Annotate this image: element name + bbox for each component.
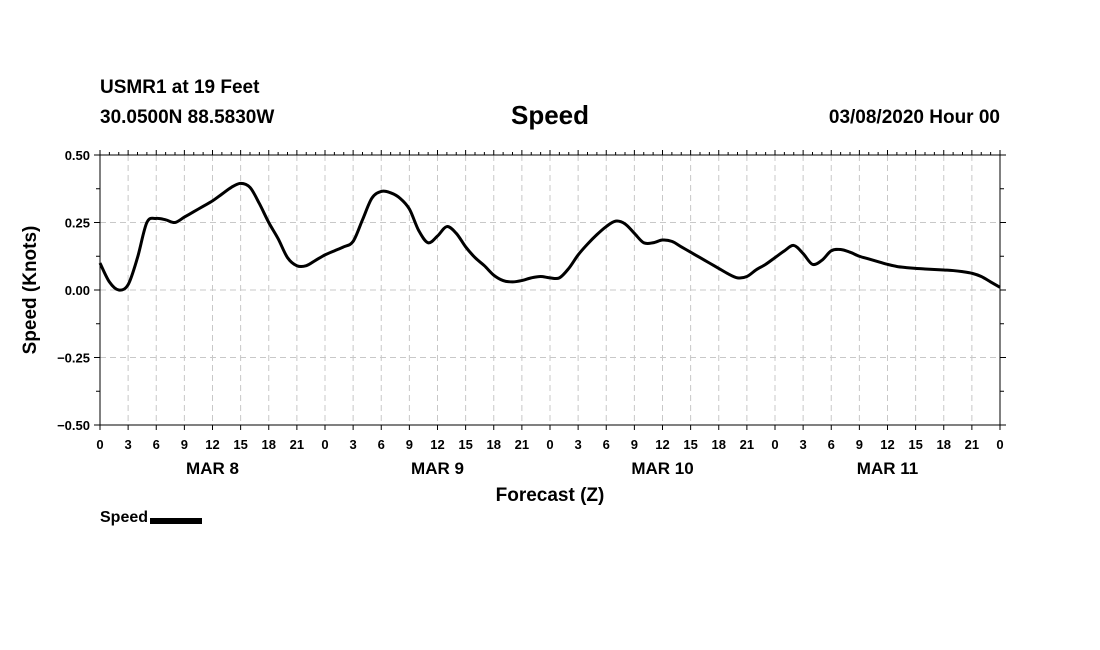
x-tick-label: 9 [181, 437, 188, 452]
series-line-speed [98, 181, 1001, 292]
x-day-label: MAR 8 [186, 459, 239, 478]
y-tick-label: 0.25 [65, 216, 90, 231]
series-group [98, 181, 1001, 292]
x-tick-label: 0 [546, 437, 553, 452]
x-tick-label: 18 [487, 437, 501, 452]
legend-label: Speed [100, 509, 149, 526]
x-tick-label: 12 [430, 437, 444, 452]
x-tick-label: 9 [631, 437, 638, 452]
station-coordinates: 30.0500N 88.5830W [100, 107, 275, 128]
x-tick-label: 15 [458, 437, 472, 452]
chart-title: Speed [510, 100, 590, 130]
y-axis-label: Speed (Knots) [20, 226, 41, 355]
legend: Speed [100, 509, 203, 527]
x-tick-label: 15 [908, 437, 922, 452]
y-tick-label: −0.25 [57, 351, 90, 366]
x-tick-label: 9 [856, 437, 863, 452]
y-axis: −0.50 −0.25 0.00 0.25 0.50 [57, 148, 1006, 433]
x-tick-label: 0 [771, 437, 778, 452]
x-axis-label: Forecast (Z) [496, 485, 605, 506]
x-day-label: MAR 11 [857, 459, 918, 478]
x-tick-label: 3 [800, 437, 807, 452]
x-day-label: MAR 9 [411, 459, 464, 478]
x-tick-label: 21 [740, 437, 754, 452]
x-axis: 0 3 6 9 12 15 18 21 0 3 6 9 12 15 18 21 0 3 6 9 12 15 18 21 0 3 6 9… [96, 150, 1004, 478]
y-tick-label: 0.00 [65, 283, 90, 298]
x-tick-label: 12 [205, 437, 219, 452]
x-tick-label: 6 [828, 437, 835, 452]
grid-lines [100, 155, 1000, 425]
x-tick-label: 21 [965, 437, 979, 452]
x-tick-label: 12 [655, 437, 669, 452]
x-tick-label: 3 [350, 437, 357, 452]
x-tick-label: 0 [96, 437, 103, 452]
y-tick-label: −0.50 [57, 418, 90, 433]
y-tick-label: 0.50 [65, 148, 90, 163]
legend-swatch [150, 518, 203, 524]
x-tick-label: 3 [125, 437, 132, 452]
forecast-run-info: 03/08/2020 Hour 00 [828, 107, 1000, 128]
x-tick-label: 6 [153, 437, 160, 452]
x-tick-label: 21 [515, 437, 529, 452]
x-tick-label: 12 [880, 437, 894, 452]
x-tick-label: 6 [378, 437, 385, 452]
x-tick-label: 0 [321, 437, 328, 452]
x-tick-label: 0 [996, 437, 1003, 452]
x-tick-label: 15 [683, 437, 697, 452]
x-tick-label: 18 [712, 437, 726, 452]
x-tick-label: 15 [233, 437, 247, 452]
x-tick-label: 21 [290, 437, 304, 452]
x-tick-label: 9 [406, 437, 413, 452]
station-label: USMR1 at 19 Feet [100, 77, 260, 98]
x-tick-label: 3 [575, 437, 582, 452]
x-day-label: MAR 10 [631, 459, 693, 478]
x-tick-label: 18 [937, 437, 951, 452]
x-tick-label: 18 [262, 437, 276, 452]
x-tick-label: 6 [603, 437, 610, 452]
